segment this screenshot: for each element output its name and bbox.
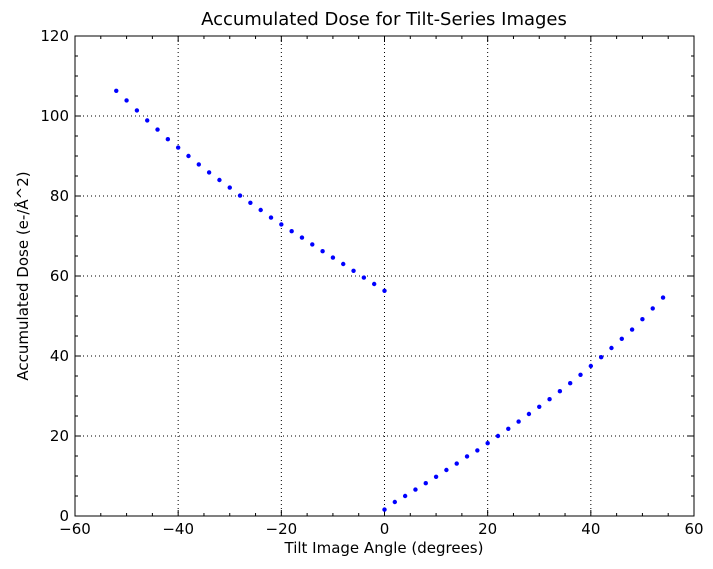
data-point	[413, 487, 418, 492]
data-point	[402, 493, 408, 499]
chart-title: Accumulated Dose for Tilt-Series Images	[201, 9, 567, 30]
data-point	[609, 345, 614, 351]
data-point	[165, 137, 171, 142]
data-point	[598, 355, 604, 360]
data-point	[289, 229, 294, 234]
y-tick-label: 120	[40, 27, 69, 45]
y-tick-label: 40	[50, 347, 69, 365]
data-point	[506, 426, 511, 431]
data-point	[495, 433, 501, 439]
data-point	[588, 363, 594, 369]
data-point	[423, 481, 428, 486]
data-point	[629, 327, 635, 332]
data-point	[392, 499, 398, 505]
data-point	[526, 411, 532, 417]
data-point	[650, 306, 655, 311]
data-point	[330, 255, 336, 260]
y-tick-label: 20	[50, 427, 69, 445]
data-point	[206, 170, 212, 175]
y-axis-label: Accumulated Dose (e-/Å^2)	[13, 171, 32, 380]
y-tick-label: 80	[50, 187, 69, 205]
data-point	[299, 235, 305, 240]
data-point	[227, 185, 232, 190]
data-point	[464, 454, 470, 459]
data-point	[186, 153, 191, 159]
x-tick-label: −60	[59, 520, 91, 538]
y-tick-label: 0	[59, 507, 69, 525]
data-point	[145, 118, 150, 123]
data-point	[217, 177, 222, 183]
plot-frame	[74, 35, 695, 517]
x-tick-label: −40	[162, 520, 194, 538]
data-point	[454, 461, 459, 466]
data-point	[547, 397, 552, 402]
data-point	[382, 507, 387, 512]
y-tick-label: 60	[50, 267, 69, 285]
y-tick-label: 100	[40, 107, 69, 125]
data-point	[660, 295, 666, 300]
data-point	[320, 249, 325, 254]
data-point	[537, 404, 542, 409]
data-point	[175, 145, 181, 150]
data-point	[433, 474, 439, 479]
data-point	[268, 215, 274, 220]
x-tick-label: 0	[380, 520, 390, 538]
x-tick-label: 60	[684, 520, 703, 538]
data-point	[444, 467, 449, 473]
data-points	[114, 88, 666, 512]
tick-labels: −60 −40 −20 0 20 40 60 0 20 40 60 80 100 120	[40, 27, 703, 538]
data-point	[114, 88, 119, 94]
data-point	[485, 441, 490, 446]
data-point	[578, 372, 583, 377]
data-point	[258, 207, 263, 213]
x-axis-label: Tilt Image Angle (degrees)	[284, 539, 484, 557]
data-point	[134, 108, 140, 113]
data-point	[351, 268, 356, 273]
data-point	[196, 162, 201, 167]
data-point	[475, 448, 480, 453]
data-point	[155, 127, 160, 132]
data-point	[248, 200, 253, 205]
x-tick-label: 40	[581, 520, 600, 538]
data-point	[568, 381, 573, 386]
data-point	[557, 389, 563, 394]
grid-lines	[75, 36, 694, 516]
data-point	[341, 261, 346, 267]
data-point	[124, 98, 129, 103]
data-point	[279, 222, 284, 227]
data-point	[382, 288, 387, 293]
data-point	[371, 281, 377, 287]
data-point	[361, 275, 367, 280]
data-point	[640, 317, 645, 322]
data-point	[619, 336, 624, 341]
data-point	[310, 242, 315, 247]
data-point	[516, 419, 521, 424]
x-tick-label: 20	[478, 520, 497, 538]
x-tick-label: −20	[266, 520, 298, 538]
data-point	[237, 193, 243, 198]
